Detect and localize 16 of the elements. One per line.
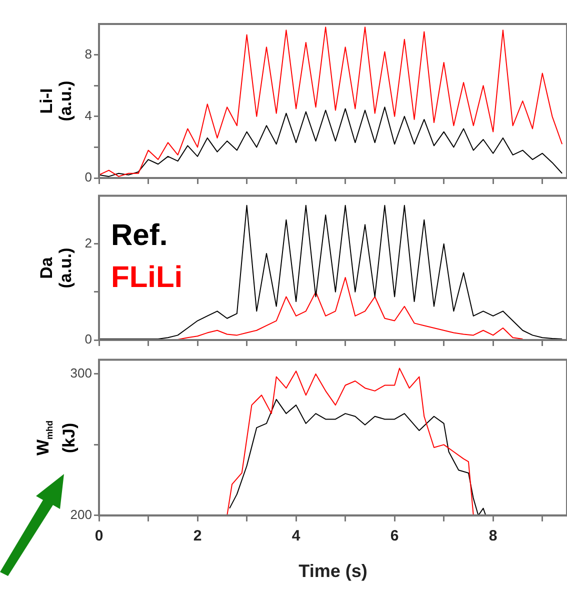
y-tick-label: 200 — [70, 506, 92, 522]
y-axis-title: Da (a.u.) — [37, 248, 75, 288]
y-tick-label: 0 — [84, 170, 92, 185]
x-tick-label: 6 — [390, 528, 399, 545]
y-tick-label: 2 — [84, 235, 92, 250]
x-axis-title: Time (s) — [298, 561, 368, 582]
text: Ref. — [111, 219, 168, 252]
x-tick-label: 4 — [292, 528, 301, 545]
y-tick-label: 4 — [84, 108, 92, 123]
y-axis-title: Li-I (a.u.) — [37, 80, 75, 122]
x-tick-label: 2 — [193, 528, 202, 545]
x-tick-label: 8 — [488, 528, 498, 545]
y-tick-label: 0 — [84, 332, 92, 347]
series-label: FLiLi — [111, 261, 183, 294]
y-tick-label: 300 — [70, 366, 92, 381]
y-tick-label: 8 — [84, 46, 92, 62]
